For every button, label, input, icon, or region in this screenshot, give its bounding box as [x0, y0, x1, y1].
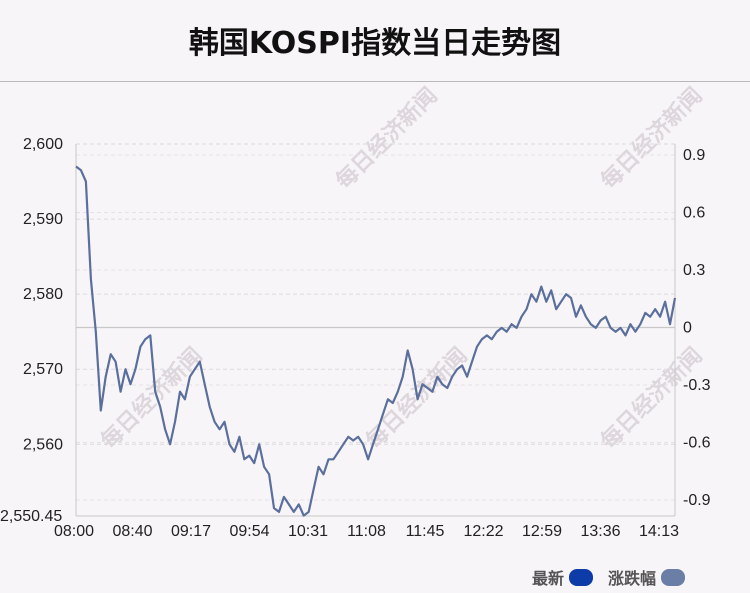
y-right-tick-label: 0.9 — [683, 147, 705, 164]
x-tick-label: 11:08 — [347, 523, 386, 540]
x-tick-label: 13:36 — [580, 523, 620, 540]
legend-swatch-change — [661, 568, 686, 586]
y-left-tick-label: 2,560 — [23, 436, 63, 453]
series-line-latest — [75, 165, 677, 517]
watermark-text: 每日经济新闻 — [331, 83, 443, 195]
legend-swatch-latest — [569, 568, 594, 586]
title-divider — [0, 81, 750, 82]
x-tick-label: 08:00 — [54, 523, 94, 540]
legend-label-change: 涨跌幅 — [608, 569, 657, 588]
x-tick-label: 11:45 — [406, 523, 445, 540]
y-right-ticks: 0.9 0.6 0.3 0 -0.3 -0.6 -0.9 — [683, 147, 711, 509]
legend-item-change[interactable]: 涨跌幅 — [608, 565, 686, 589]
axes — [75, 144, 676, 517]
y-left-tick-label: 2,570 — [23, 361, 63, 378]
chart-title: 韩国KOSPI指数当日走势图 — [188, 26, 562, 61]
y-right-tick-label: 0.6 — [683, 205, 705, 222]
x-tick-label: 09:17 — [171, 523, 211, 540]
y-right-tick-label: -0.9 — [683, 492, 711, 509]
y-left-tick-label: 2,550.45 — [0, 508, 62, 525]
y-left-ticks: 2,600 2,590 2,580 2,570 2,560 2,550.45 — [0, 136, 63, 525]
y-right-tick-label: -0.3 — [683, 377, 711, 394]
gridlines — [76, 143, 675, 517]
y-right-tick-label: 0 — [683, 320, 692, 337]
x-tick-label: 08:40 — [112, 523, 152, 540]
y-left-tick-label: 2,590 — [23, 211, 63, 228]
x-tick-label: 12:22 — [463, 523, 503, 540]
y-left-tick-label: 2,600 — [23, 136, 63, 153]
x-tick-label: 09:54 — [229, 523, 269, 540]
legend-item-latest[interactable]: 最新 — [532, 565, 594, 589]
y-right-tick-label: -0.6 — [683, 435, 711, 452]
y-right-tick-label: 0.3 — [683, 262, 705, 279]
x-tick-label: 12:59 — [522, 523, 562, 540]
y-left-tick-label: 2,580 — [23, 286, 63, 303]
legend-label-latest: 最新 — [532, 569, 565, 588]
x-tick-label: 10:31 — [288, 523, 328, 540]
x-axis-ticks: 08:00 08:40 09:17 09:54 10:31 11:08 11:45 12:22… — [54, 523, 679, 540]
x-tick-label: 14:13 — [639, 523, 679, 540]
watermark-text: 每日经济新闻 — [596, 83, 708, 195]
